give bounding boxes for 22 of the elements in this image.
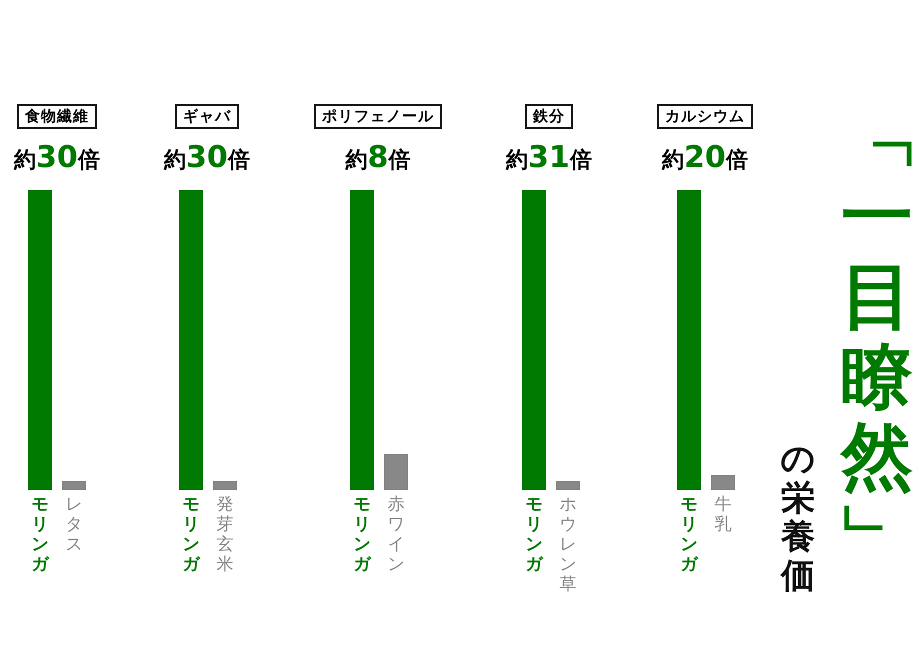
x-tick-label: 発芽玄米 [216, 494, 234, 574]
x-tick-label: レタス [66, 494, 82, 554]
chart-title: カルシウム [657, 104, 753, 129]
chart-subtitle: 約30倍 [164, 140, 250, 175]
chart-subtitle: 約8倍 [346, 140, 410, 175]
x-tick-label: モリンガ [182, 494, 200, 574]
x-tick-label: 赤ワイン [388, 494, 404, 574]
x-tick-label: モリンガ [526, 494, 544, 574]
x-tick-label: 牛乳 [714, 494, 732, 534]
chart-title: ギャバ [175, 104, 239, 129]
chart-title: 鉄分 [525, 104, 573, 129]
text: の栄養価 [779, 439, 816, 596]
chart-subtitle: 約31倍 [506, 140, 592, 175]
text: 「一目瞭然」 [834, 99, 920, 574]
chart-subtitle: 約20倍 [662, 140, 748, 175]
chart-title: 食物繊維 [17, 104, 97, 129]
chart-title: ポリフェノール [314, 104, 442, 129]
chart-subtitle: 約30倍 [14, 140, 100, 175]
x-tick-label: ホウレン草 [560, 494, 576, 594]
x-tick-label: モリンガ [680, 494, 698, 574]
x-tick-label: モリンガ [354, 494, 372, 574]
x-tick-label: モリンガ [32, 494, 50, 574]
